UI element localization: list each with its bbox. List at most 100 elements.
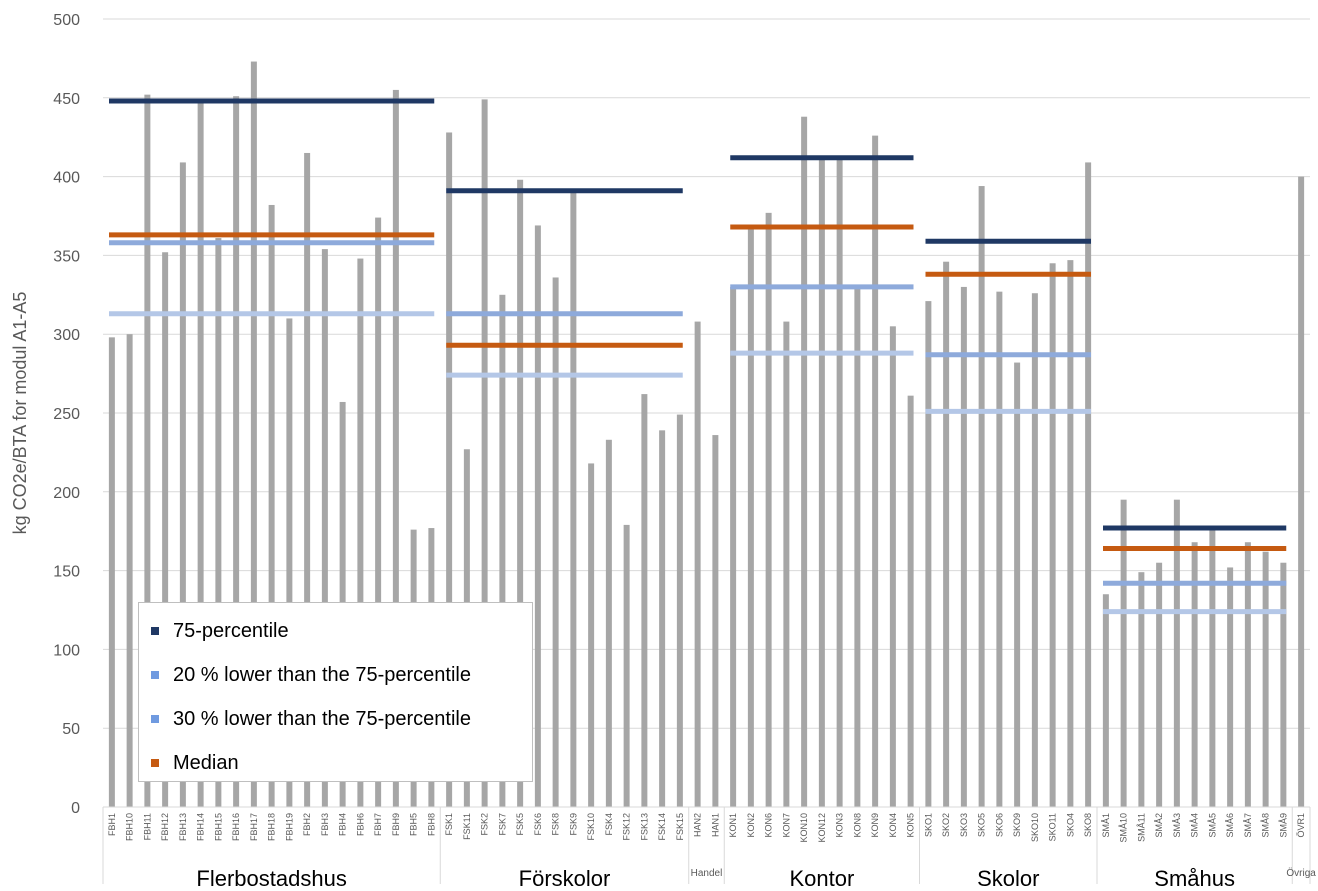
bar [694, 321, 701, 807]
x-tick-label: FSK6 [533, 813, 543, 836]
bar [889, 326, 896, 807]
x-tick-label: FBH2 [302, 813, 312, 836]
y-tick-label: 250 [53, 406, 80, 423]
bar [1227, 567, 1234, 807]
x-tick-label: KON10 [799, 813, 809, 843]
bar [108, 337, 115, 807]
x-tick-label: FBH9 [391, 813, 401, 836]
bar [605, 439, 612, 807]
y-tick-label: 350 [53, 248, 80, 265]
bar [321, 249, 328, 807]
x-tick-label: SMÅ8 [1261, 813, 1271, 838]
bar [783, 321, 790, 807]
x-tick-label: SKO9 [1012, 813, 1022, 837]
bar [1120, 499, 1127, 807]
x-tick-label: FBH4 [338, 813, 348, 836]
bar [1067, 260, 1074, 807]
x-tick-label: FBH19 [284, 813, 294, 841]
bar [534, 225, 541, 807]
bar [499, 294, 506, 807]
bar [747, 227, 754, 808]
bar [872, 135, 879, 807]
legend-item-p75-minus20: 20 % lower than the 75-percentile [151, 663, 471, 687]
x-tick-label: FBH10 [125, 813, 135, 841]
y-tick-label: 300 [53, 327, 80, 344]
x-tick-label: FSK14 [657, 813, 667, 841]
bar [1262, 551, 1269, 807]
x-tick-label: HAN2 [693, 813, 703, 837]
bar [676, 414, 683, 807]
bar [1191, 542, 1198, 807]
bar [215, 238, 222, 808]
bar [943, 261, 950, 808]
bar [978, 186, 985, 807]
legend-label-p75-minus30: 30 % lower than the 75-percentile [173, 707, 471, 730]
bar [162, 252, 169, 808]
x-tick-label: KON3 [835, 813, 845, 838]
bar [375, 217, 382, 808]
bar [1014, 362, 1021, 807]
x-tick-label: KON5 [906, 813, 916, 838]
bar [126, 334, 133, 807]
x-tick-label: FBH16 [231, 813, 241, 841]
legend: 75-percentile 20 % lower than the 75-per… [138, 602, 533, 782]
y-tick-label: 400 [53, 170, 80, 187]
x-tick-label: SMÅ2 [1154, 813, 1164, 838]
bar [1049, 263, 1056, 807]
bar [907, 395, 914, 807]
x-tick-label: SKO3 [959, 813, 969, 837]
bar [268, 204, 275, 807]
bar [588, 463, 595, 807]
x-tick-label: KON12 [817, 813, 827, 843]
bar [1085, 162, 1092, 807]
x-tick-label: SKO11 [1048, 813, 1058, 841]
x-tick-label: FBH12 [160, 813, 170, 841]
bar [250, 61, 257, 807]
group-label: Skolor [977, 866, 1039, 891]
x-tick-label: FBH13 [178, 813, 188, 841]
legend-item-p75-minus30: 30 % lower than the 75-percentile [151, 707, 471, 731]
bar [1244, 542, 1251, 807]
bar [818, 157, 825, 808]
x-tick-label: HAN1 [710, 813, 720, 837]
x-tick-label: SKO1 [923, 813, 933, 837]
legend-label-median: Median [173, 751, 239, 774]
y-tick-label: 150 [53, 564, 80, 581]
x-tick-label: FSK2 [480, 813, 490, 836]
legend-item-p75: 75-percentile [151, 619, 289, 643]
x-tick-label: SKO6 [994, 813, 1004, 837]
legend-swatch-p75-minus30 [151, 715, 159, 723]
x-tick-label: FSK10 [586, 813, 596, 841]
legend-swatch-median [151, 759, 159, 767]
x-tick-label: FSK7 [497, 813, 507, 836]
group-label: Småhus [1154, 866, 1235, 891]
bar [552, 277, 559, 807]
bar [659, 430, 666, 807]
bar [996, 291, 1003, 807]
y-tick-label: 450 [53, 91, 80, 108]
bar [481, 99, 488, 808]
bar [641, 394, 648, 807]
x-tick-label: FBH8 [426, 813, 436, 836]
bar [854, 286, 861, 807]
bar [623, 524, 630, 807]
x-tick-label: SKO2 [941, 813, 951, 837]
x-tick-label: SMÅ6 [1225, 813, 1235, 838]
bar [197, 102, 204, 807]
bar [1138, 572, 1145, 807]
x-tick-label: SMÅ3 [1172, 813, 1182, 838]
group-label: Handel [691, 868, 723, 879]
bar [1280, 562, 1287, 807]
y-tick-label: 500 [53, 12, 80, 29]
bar [517, 179, 524, 807]
x-tick-label: FBH11 [142, 813, 152, 840]
y-axis-label: kg CO2e/BTA for modul A1-A5 [10, 292, 30, 535]
x-tick-label: SKO10 [1030, 813, 1040, 842]
x-tick-label: SMÅ4 [1190, 813, 1200, 838]
x-tick-label: KON1 [728, 813, 738, 838]
bar [233, 96, 240, 807]
x-tick-label: FBH18 [267, 813, 277, 841]
x-tick-label: FBH1 [107, 813, 117, 836]
bar [1298, 176, 1305, 808]
y-tick-label: 200 [53, 485, 80, 502]
